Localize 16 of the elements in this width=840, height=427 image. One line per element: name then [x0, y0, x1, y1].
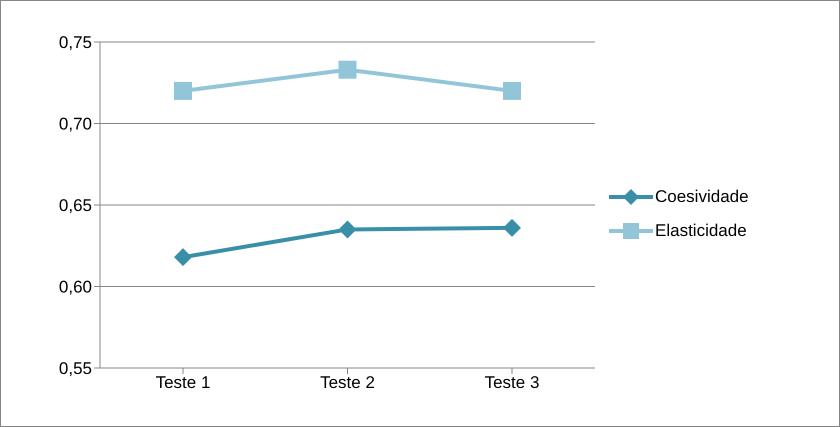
y-tick-label: 0,55: [58, 359, 92, 378]
y-tick-label: 0,70: [58, 114, 92, 134]
x-tick-label: Teste 2: [320, 373, 375, 392]
point: [338, 60, 356, 79]
point: [338, 220, 356, 238]
y-tick-label: 0,75: [58, 33, 92, 52]
y-tick-label: 0,65: [58, 196, 92, 216]
point: [503, 218, 521, 237]
x-tick-label: Teste 1: [156, 373, 210, 392]
legend-label: Elasticidade: [655, 220, 747, 240]
point: [174, 82, 192, 100]
x-tick-label: Teste 3: [484, 373, 540, 392]
point: [503, 82, 521, 100]
legend-label: Coesividade: [655, 186, 749, 206]
point: [174, 248, 192, 266]
y-tick-label: 0,60: [58, 278, 92, 297]
